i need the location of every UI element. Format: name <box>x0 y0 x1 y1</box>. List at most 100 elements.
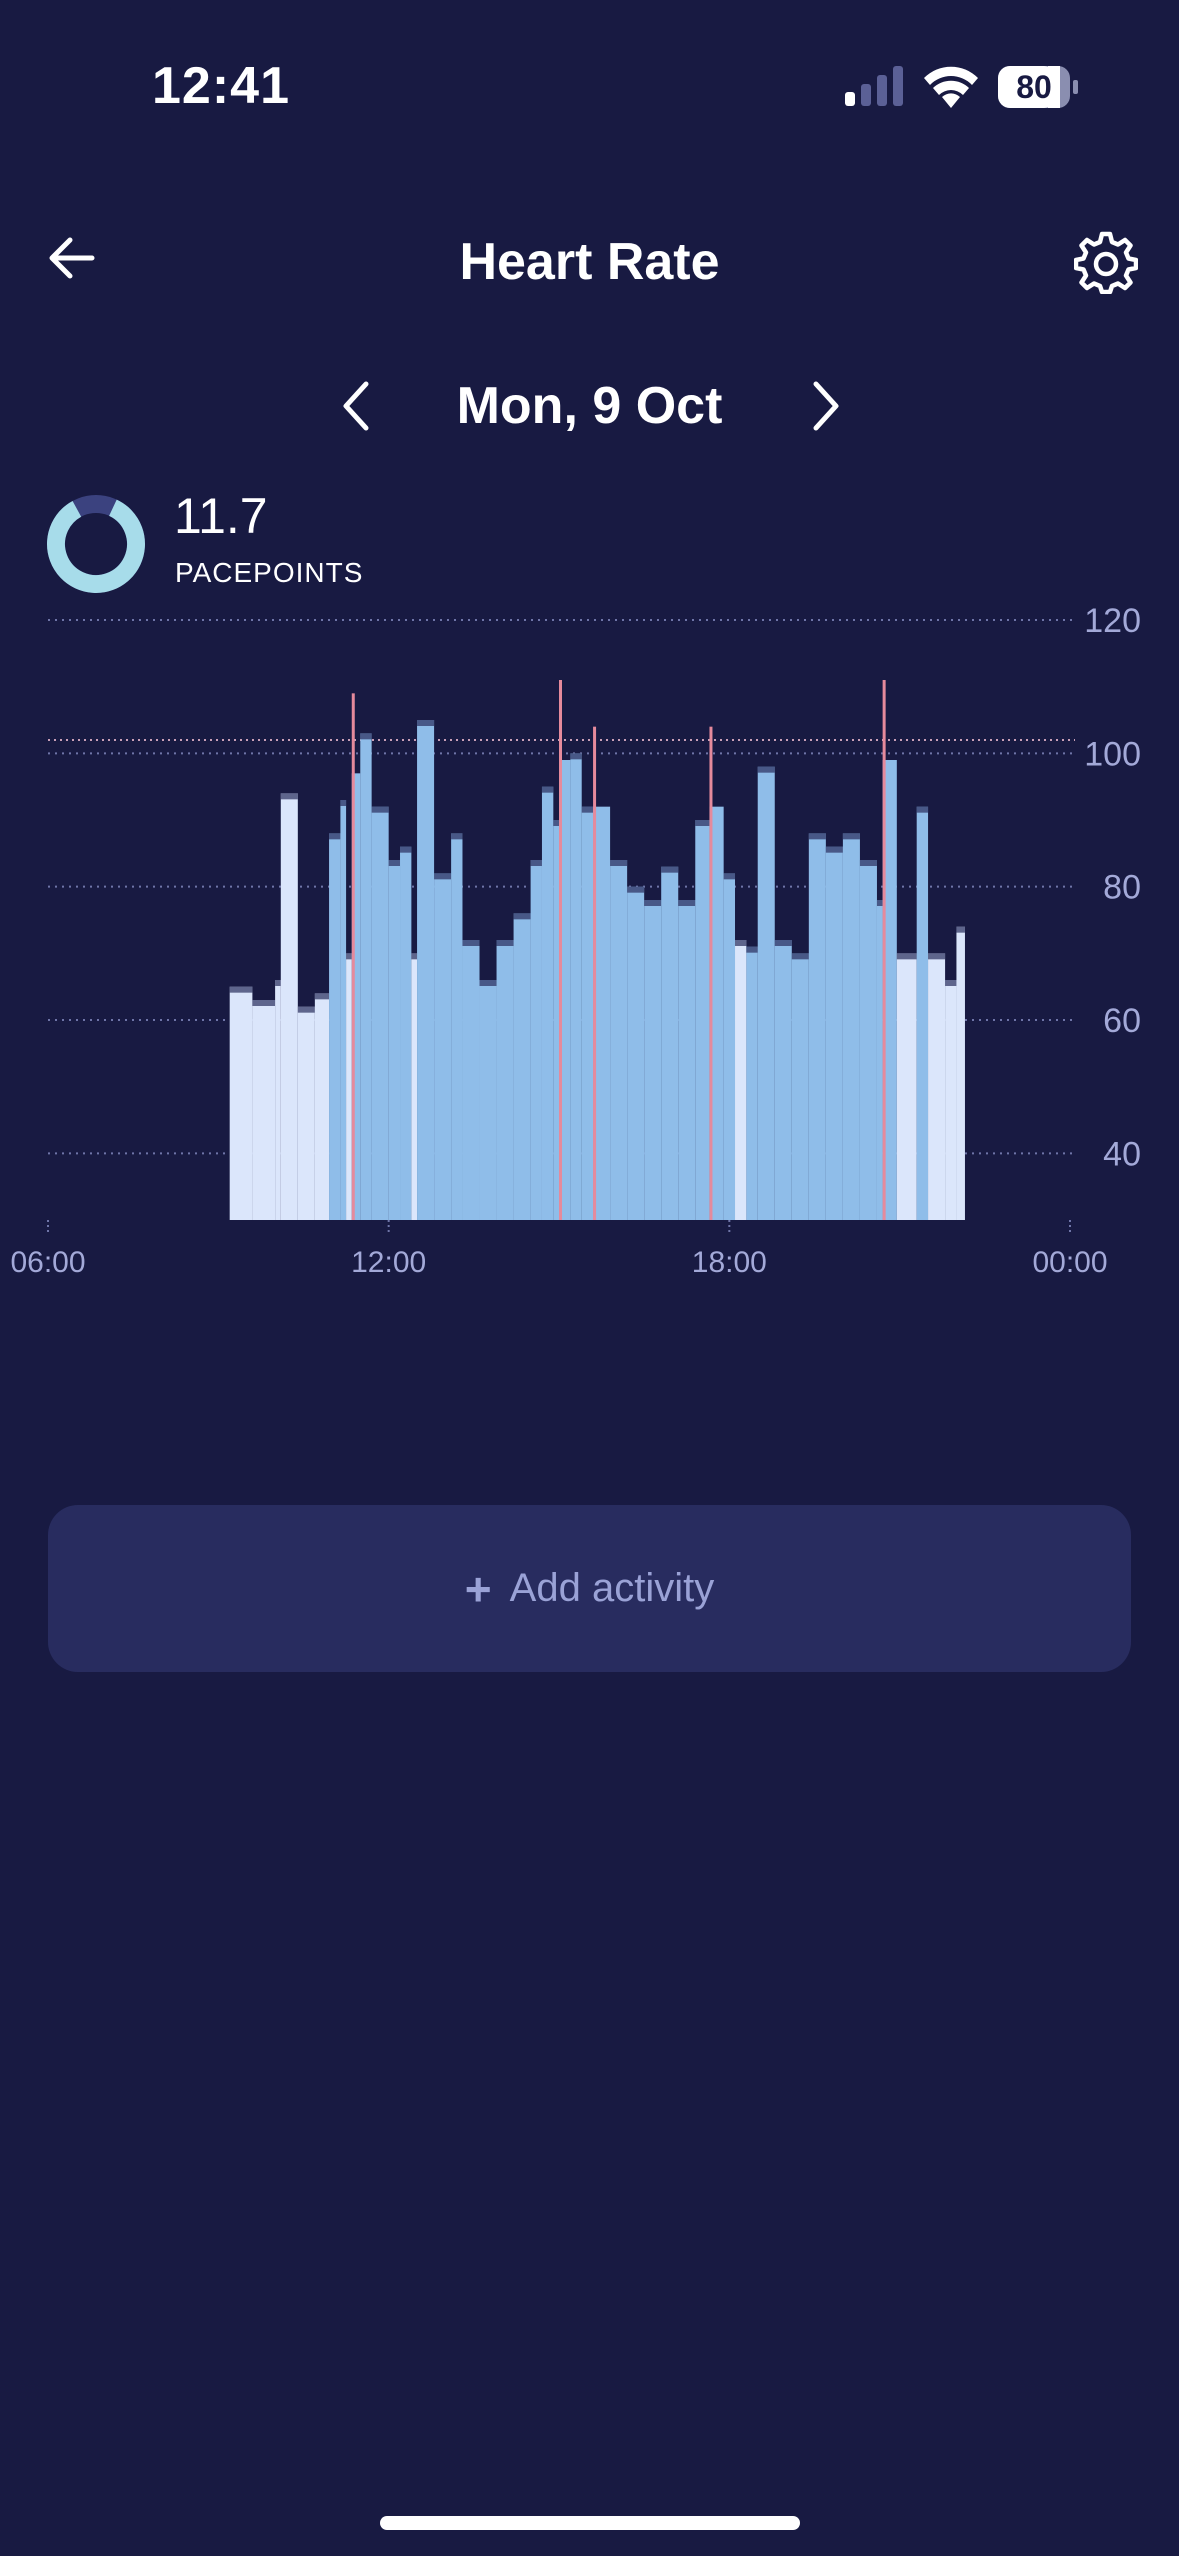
hr-spike <box>559 680 562 1220</box>
status-time: 12:41 <box>152 57 290 115</box>
hr-bar <box>956 926 965 1220</box>
hr-bar-edge <box>581 806 594 813</box>
hr-bar <box>593 806 611 1220</box>
hr-bar <box>229 986 253 1220</box>
y-tick-label: 60 <box>1103 1002 1141 1040</box>
hr-bar <box>479 980 497 1220</box>
hr-bar-edge <box>746 946 758 953</box>
add-activity-button[interactable]: + Add activity <box>48 1505 1131 1672</box>
hr-bar <box>791 953 809 1220</box>
hr-bar <box>553 820 559 1220</box>
hr-bar <box>280 793 298 1220</box>
hr-bar-edge <box>297 1006 315 1013</box>
hr-bar-edge <box>346 953 352 960</box>
y-tick-label: 40 <box>1103 1135 1141 1173</box>
hr-bar-edge <box>945 980 957 986</box>
back-arrow-icon[interactable] <box>44 230 100 286</box>
hr-bar-edge <box>876 900 883 906</box>
hr-bar <box>859 860 877 1220</box>
hr-bar-edge <box>252 1000 276 1006</box>
hr-bar <box>876 900 883 1220</box>
hr-bar <box>825 846 843 1220</box>
hr-bar <box>695 820 710 1220</box>
hr-bar <box>275 980 281 1220</box>
hr-bar <box>746 946 758 1220</box>
hr-bar-edge <box>757 766 775 773</box>
hr-bar-edge <box>570 753 582 760</box>
battery-level: 80 <box>1016 69 1052 105</box>
chevron-left-icon[interactable] <box>336 376 376 436</box>
hr-bar-edge <box>610 860 628 866</box>
hr-bar-edge <box>434 873 452 880</box>
hr-bar-edge <box>808 833 826 840</box>
hr-bar <box>297 1006 315 1220</box>
wifi-icon <box>924 66 978 108</box>
hr-bar-edge <box>229 986 253 993</box>
hr-spike <box>593 726 597 1220</box>
hr-bar-edge <box>496 940 514 946</box>
hr-bar-edge <box>340 800 347 806</box>
hr-bar <box>627 886 645 1220</box>
hr-bar-edge <box>695 820 710 826</box>
hr-bar <box>513 913 531 1220</box>
hr-bar-edge <box>661 866 679 873</box>
hr-bar <box>400 846 412 1220</box>
hr-bar-edge <box>451 833 463 840</box>
hr-bar-edge <box>314 993 330 1000</box>
hr-bar <box>314 993 330 1220</box>
battery-icon: 80 <box>998 66 1078 108</box>
pacepoints-label: PACEPOINTS <box>175 557 364 588</box>
hr-bar <box>411 953 418 1220</box>
hr-bar <box>709 806 724 1220</box>
hr-bar-edge <box>723 873 736 880</box>
home-indicator[interactable] <box>380 2516 800 2530</box>
date-label: Mon, 9 Oct <box>456 377 723 435</box>
hr-bar-edge <box>411 953 418 960</box>
hr-bar-edge <box>479 980 497 986</box>
hr-bar <box>896 953 917 1220</box>
hr-bar <box>451 833 463 1220</box>
hr-bar-edge <box>417 720 435 726</box>
y-tick-label: 100 <box>1084 735 1141 773</box>
hr-bar-edge <box>774 940 792 946</box>
page-title: Heart Rate <box>459 233 720 291</box>
hr-bar <box>559 760 571 1220</box>
hr-bar <box>808 833 826 1220</box>
hr-bar-edge <box>553 820 559 826</box>
hr-bar <box>434 873 452 1220</box>
hr-bar-edge <box>896 953 917 960</box>
hr-spike <box>709 726 713 1220</box>
x-tick-label: 18:00 <box>692 1246 767 1279</box>
hr-bar <box>252 1000 276 1220</box>
hr-bar <box>928 953 946 1220</box>
hr-bar <box>371 806 389 1220</box>
hr-bar-edge <box>513 913 531 920</box>
hr-bar <box>678 900 696 1220</box>
hr-bar <box>417 720 435 1220</box>
hr-bar <box>581 806 594 1220</box>
hr-bar <box>723 873 736 1220</box>
hr-bar <box>388 860 401 1220</box>
hr-bar-edge <box>791 953 809 960</box>
hr-bar <box>842 833 860 1220</box>
hr-bar-edge <box>859 860 877 866</box>
hr-bar-edge <box>371 806 389 813</box>
hr-spike <box>351 693 355 1220</box>
hr-spike <box>882 680 886 1220</box>
hr-bar <box>774 940 792 1220</box>
hr-bar <box>329 833 341 1220</box>
hr-bar <box>735 940 747 1220</box>
add-activity-label: Add activity <box>509 1566 715 1610</box>
pacepoints-donut <box>47 495 145 593</box>
hr-bar-edge <box>956 926 965 933</box>
hr-bar <box>462 940 480 1220</box>
chevron-right-icon[interactable] <box>806 376 846 436</box>
hr-bar-edge <box>735 940 747 946</box>
heart-rate-chart: 40 60 80 100 120 06:00 12:00 18:00 00:00 <box>10 602 1141 1279</box>
gear-icon[interactable] <box>1074 230 1138 294</box>
pacepoints-value: 11.7 <box>174 488 268 544</box>
y-tick-label: 120 <box>1084 602 1141 640</box>
hr-bar <box>882 760 897 1220</box>
hr-bar <box>496 940 514 1220</box>
